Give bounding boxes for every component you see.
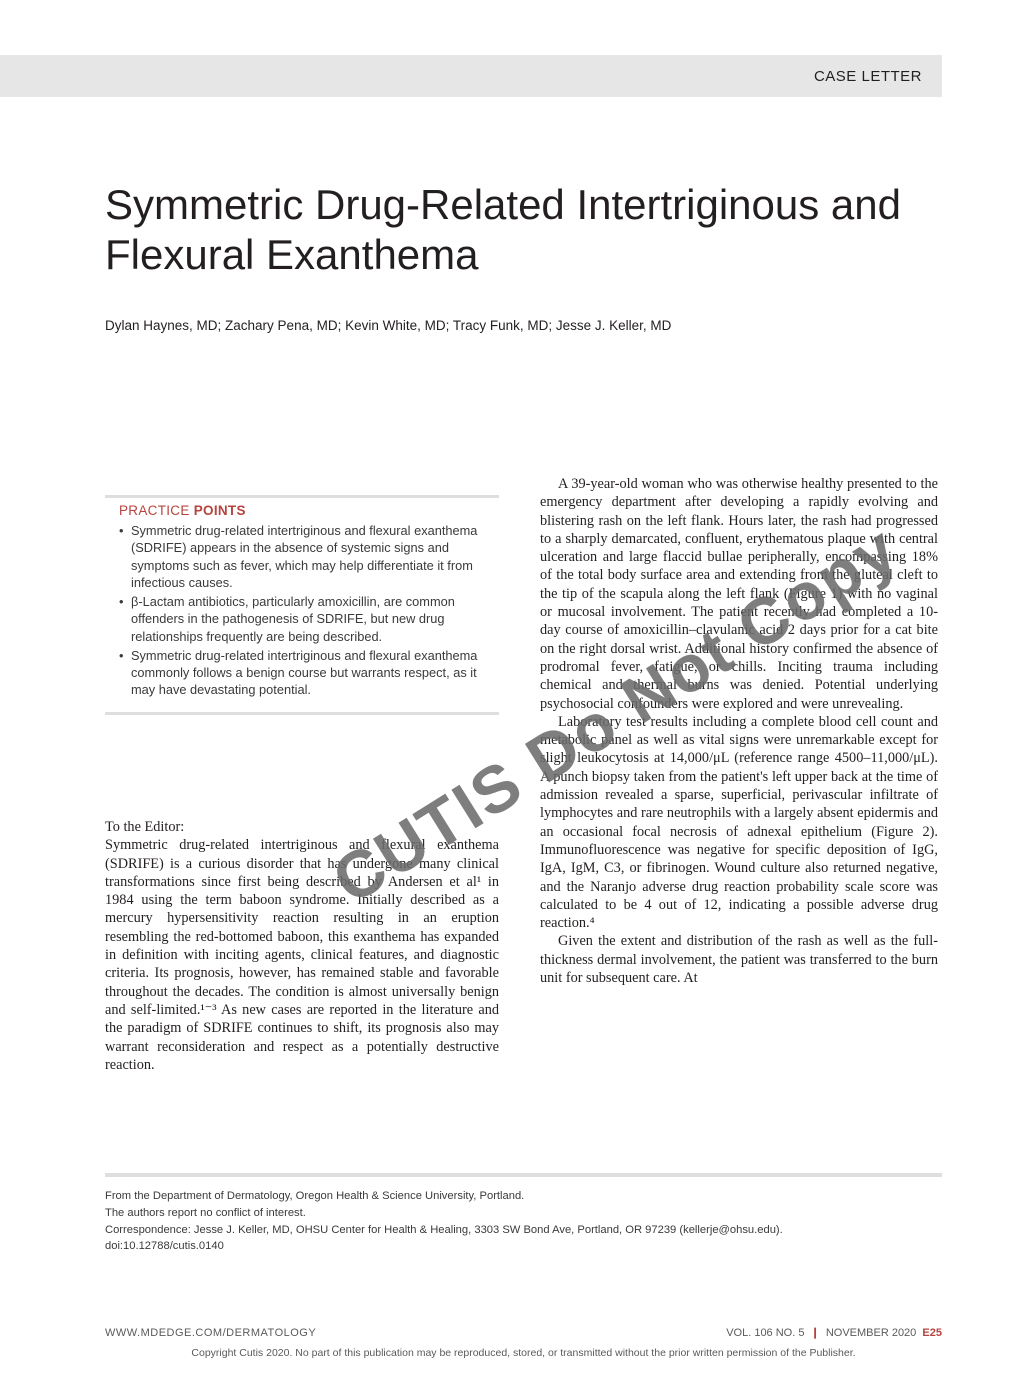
practice-point-item: β-Lactam antibiotics, particularly amoxi… <box>119 593 485 645</box>
practice-points-box: PRACTICE POINTS Symmetric drug-related i… <box>105 495 499 715</box>
page-number-value: E25 <box>922 1327 942 1339</box>
issue-month: NOVEMBER 2020 <box>826 1327 916 1339</box>
bottom-bar: WWW.MDEDGE.COM/DERMATOLOGY VOL. 106 NO. … <box>105 1326 942 1339</box>
editor-salutation: To the Editor: <box>105 818 499 836</box>
paragraph-text: Symmetric drug-related intertriginous an… <box>105 837 499 1073</box>
practice-points-heading: PRACTICE POINTS <box>119 503 485 518</box>
practice-points-list: Symmetric drug-related intertriginous an… <box>119 522 485 699</box>
footer-line: Correspondence: Jesse J. Keller, MD, OHS… <box>105 1222 942 1239</box>
article-title: Symmetric Drug-Related Intertriginous an… <box>105 180 942 281</box>
copyright-notice: Copyright Cutis 2020. No part of this pu… <box>105 1347 942 1359</box>
body-paragraph: Given the extent and distribution of the… <box>540 932 938 987</box>
footer-divider <box>105 1173 942 1177</box>
page-number: E25 <box>919 1327 942 1339</box>
header-bar: CASE LETTER <box>0 55 942 97</box>
footer-line: The authors report no conflict of intere… <box>105 1205 942 1222</box>
body-paragraph: Laboratory test results including a comp… <box>540 713 938 933</box>
left-column: To the Editor: Symmetric drug-related in… <box>105 818 499 1074</box>
footer-line: From the Department of Dermatology, Oreg… <box>105 1188 942 1205</box>
volume: VOL. 106 NO. 5 <box>726 1327 804 1339</box>
site-url: WWW.MDEDGE.COM/DERMATOLOGY <box>105 1327 316 1339</box>
footer-line: doi:10.12788/cutis.0140 <box>105 1238 942 1255</box>
author-list: Dylan Haynes, MD; Zachary Pena, MD; Kevi… <box>105 318 942 333</box>
heading-bold: POINTS <box>194 503 246 518</box>
practice-point-item: Symmetric drug-related intertriginous an… <box>119 522 485 591</box>
right-column: A 39-year-old woman who was otherwise he… <box>540 475 938 987</box>
heading-thin: PRACTICE <box>119 503 194 518</box>
section-label: CASE LETTER <box>814 68 922 85</box>
body-paragraph: A 39-year-old woman who was otherwise he… <box>540 475 938 713</box>
issue-info: VOL. 106 NO. 5 ❙ NOVEMBER 2020 E25 <box>726 1326 942 1339</box>
body-paragraph: Symmetric drug-related intertriginous an… <box>105 836 499 1074</box>
separator-icon: ❙ <box>808 1327 823 1339</box>
footer-notes: From the Department of Dermatology, Oreg… <box>105 1188 942 1255</box>
practice-point-item: Symmetric drug-related intertriginous an… <box>119 647 485 699</box>
